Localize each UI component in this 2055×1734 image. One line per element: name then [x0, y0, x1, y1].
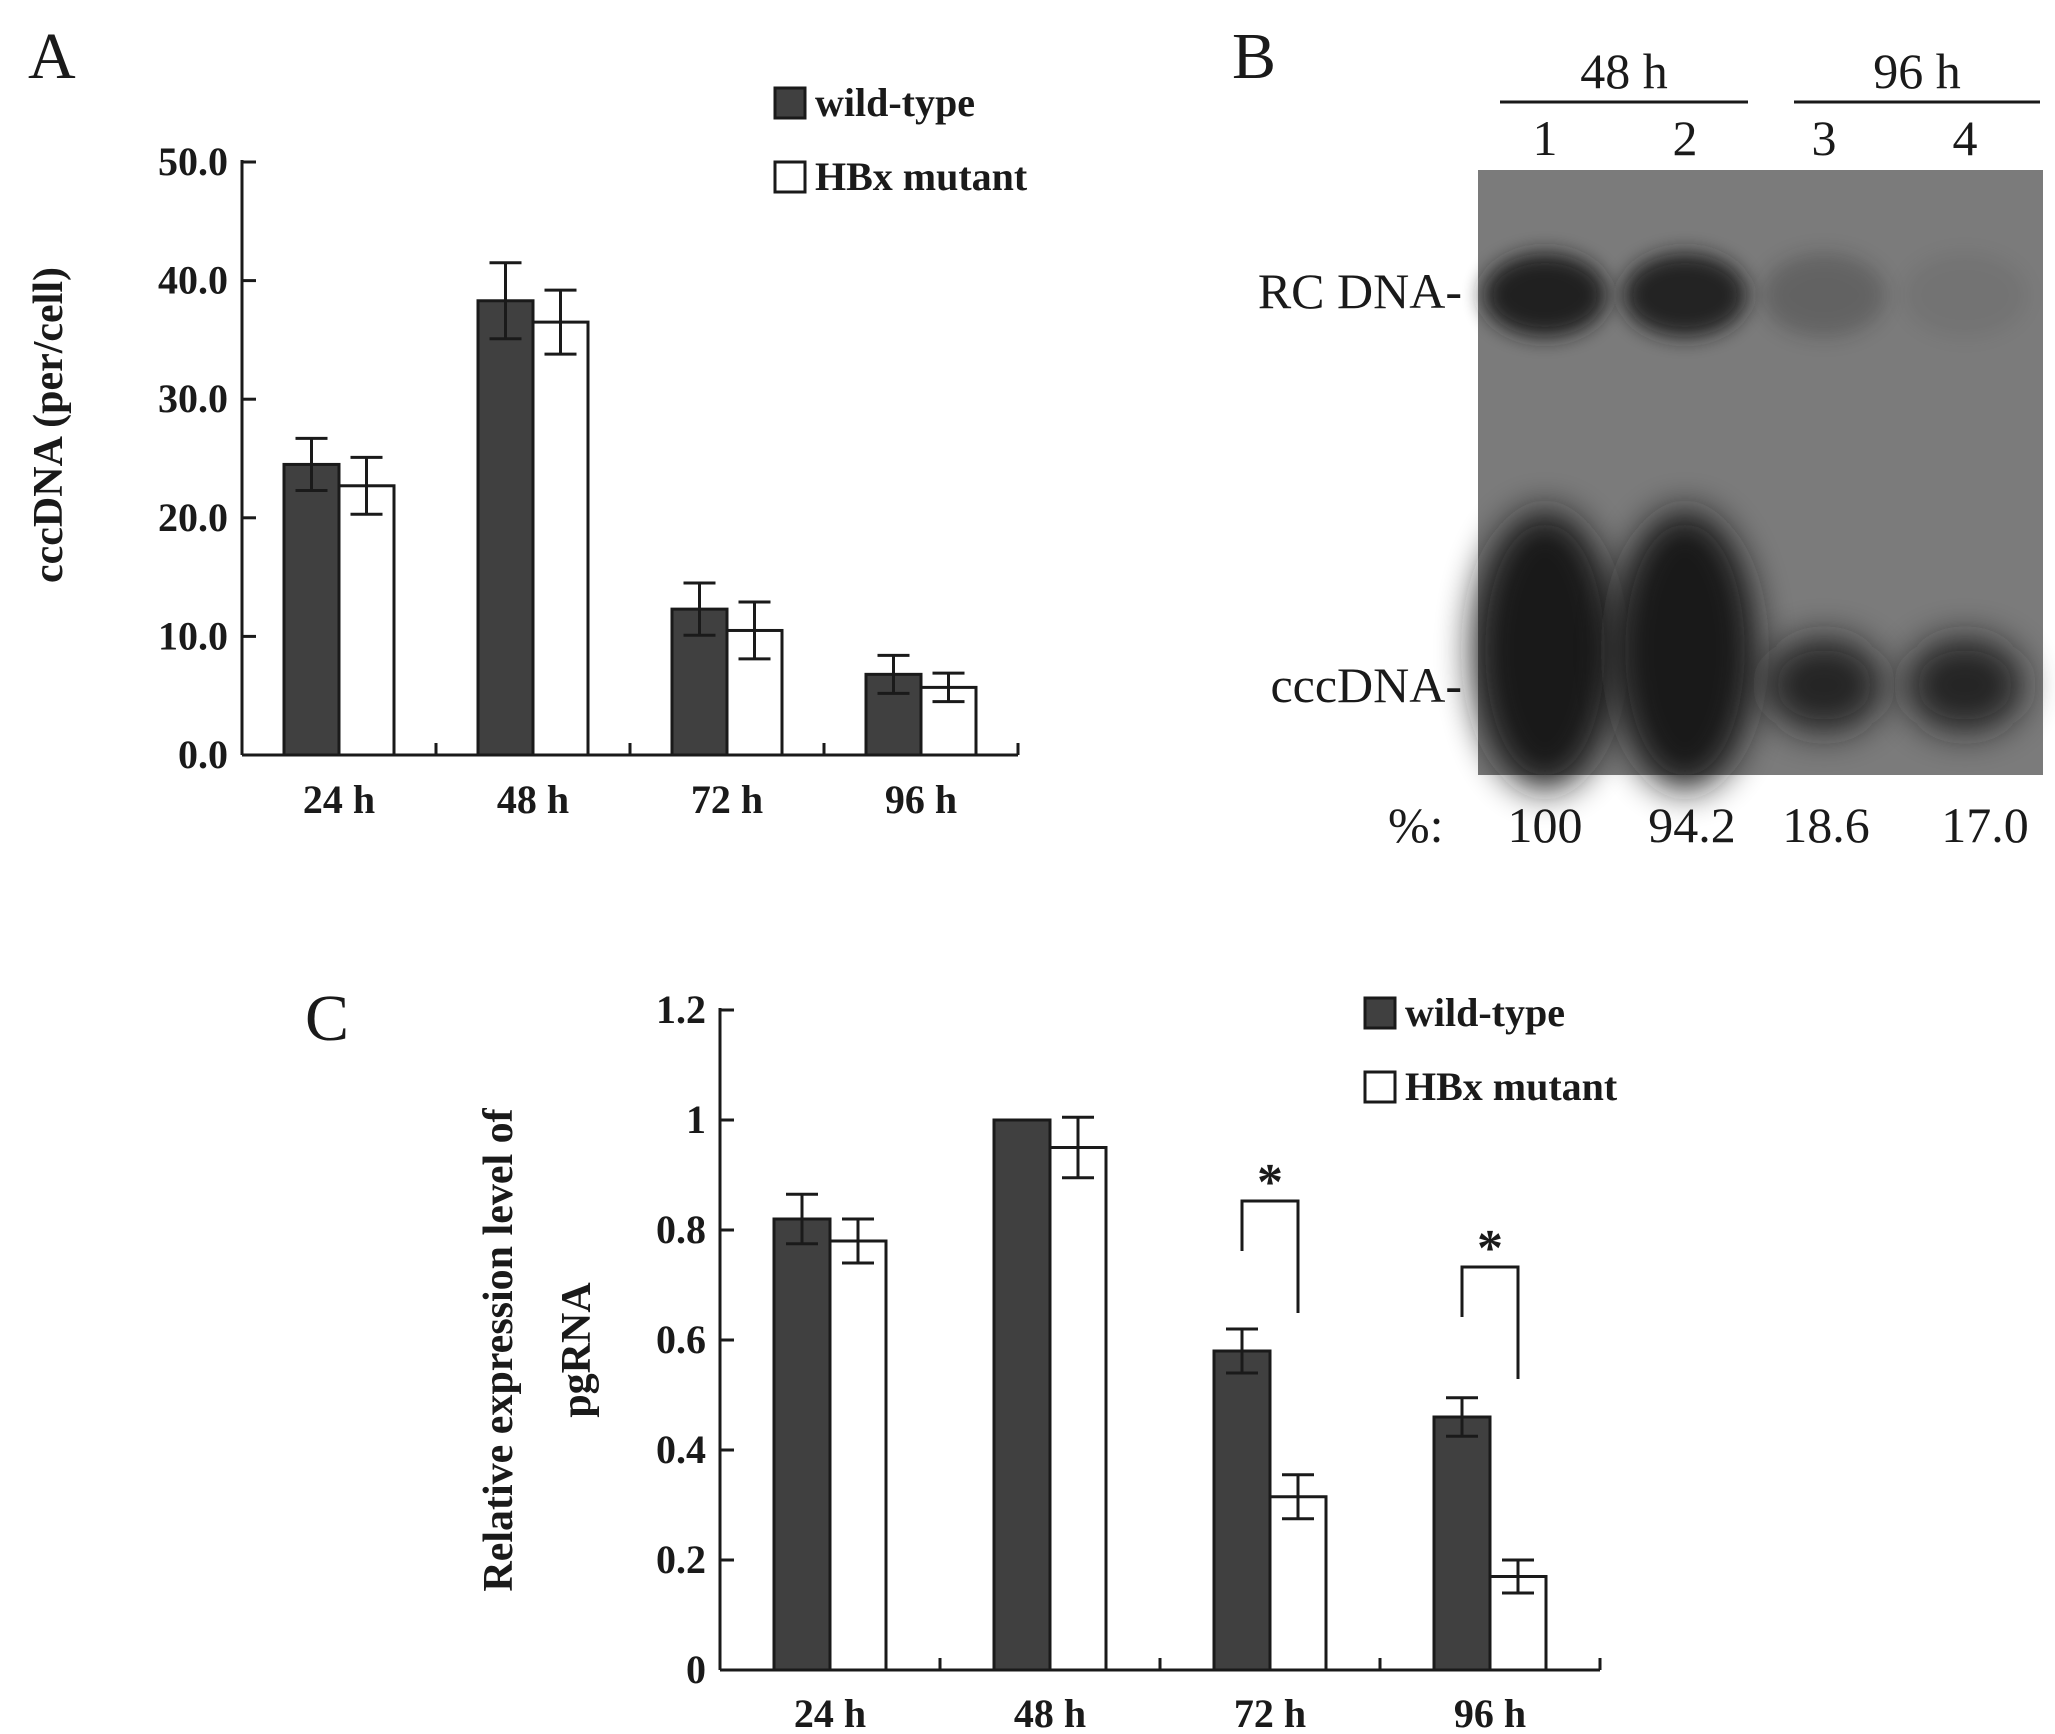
blot-group-label: 96 h: [1873, 43, 1961, 99]
panel-label-b: B: [1232, 20, 1276, 93]
blot-lane-number: 3: [1812, 110, 1837, 166]
chartC-bar-wild-type: [992, 1118, 1052, 1672]
blot-group-label: 48 h: [1580, 43, 1668, 99]
chartC-legend-label-wild-type: wild-type: [1405, 990, 1565, 1035]
percent-lane-3: 18.6: [1782, 797, 1870, 853]
chartA-x-tick-label: 96 h: [885, 777, 957, 822]
chart-a-legend: wild-type HBx mutant: [773, 80, 1028, 199]
chartC-legend-swatch-hbx-mutant: [1363, 1070, 1397, 1104]
chartA-x-tick-label: 72 h: [691, 777, 763, 822]
chartC-bar-hbx-mutant: [828, 1239, 888, 1672]
chartA-bar-wild-type: [476, 299, 535, 757]
percent-label: %:: [1388, 797, 1444, 853]
chartA-legend-label-hbx-mutant: HBx mutant: [815, 154, 1028, 199]
chartC-x-tick-label: 24 h: [794, 1691, 866, 1734]
cccdna-band-lane-3: [1764, 637, 1884, 733]
chartA-y-tick-label: 40.0: [158, 258, 228, 303]
chartC-x-tick-label: 96 h: [1454, 1691, 1526, 1734]
chartA-bar-hbx-mutant: [725, 628, 784, 757]
chart-c-y-axis-label-line-1: Relative expression level of: [476, 1107, 522, 1591]
chartC-y-tick-label: 0.6: [656, 1317, 706, 1362]
blot-panel: 48 h 1 2 96 h 3 4 RC DNA- cccDNA- %: 100 94.2…: [1258, 43, 2043, 853]
rc-dna-band-lane-3: [1762, 253, 1886, 337]
chartA-x-tick-label: 24 h: [303, 777, 375, 822]
chartA-legend-swatch-hbx-mutant: [773, 160, 807, 194]
cccdna-band-lane-4: [1905, 637, 2025, 733]
chartA-legend-label-wild-type: wild-type: [815, 80, 975, 125]
significance-bracket: [1460, 1265, 1520, 1379]
percent-lane-2: 94.2: [1648, 797, 1736, 853]
chartC-bar-wild-type: [1432, 1415, 1492, 1672]
chart-c: 00.20.40.60.811.224 h 48 h 72 h 96 h ** wil…: [476, 987, 1618, 1734]
chart-c-significance: **: [1240, 1154, 1520, 1379]
band-label-cccdna: cccDNA-: [1270, 657, 1462, 713]
chart-a-y-axis-label: cccDNA (per/cell): [26, 267, 72, 583]
chartA-y-tick-label: 30.0: [158, 376, 228, 421]
chartC-y-tick-label: 1: [686, 1097, 706, 1142]
chart-c-y-axis-label-line-2: pgRNA: [554, 1282, 600, 1418]
chart-a-bars: [282, 261, 978, 757]
chartC-legend-swatch-wild-type: [1363, 996, 1397, 1030]
band-label-rc-dna: RC DNA-: [1258, 263, 1462, 319]
chartC-y-tick-label: 1.2: [656, 987, 706, 1032]
chartC-y-tick-label: 0: [686, 1647, 706, 1692]
significance-star: *: [1257, 1154, 1283, 1211]
chartC-x-tick-label: 48 h: [1014, 1691, 1086, 1734]
rc-dna-band-lane-4: [1903, 253, 2027, 337]
significance-bracket: [1240, 1199, 1300, 1313]
chartC-bar-hbx-mutant: [1048, 1146, 1108, 1672]
chartC-bar-wild-type: [772, 1217, 832, 1672]
rc-dna-band-lane-2: [1623, 253, 1747, 337]
chartA-y-tick-label: 10.0: [158, 613, 228, 658]
chartA-legend-swatch-wild-type: [773, 86, 807, 120]
chartC-bar-hbx-mutant: [1268, 1495, 1328, 1672]
blot-lane-number: 2: [1673, 110, 1698, 166]
chartC-x-tick-label: 72 h: [1234, 1691, 1306, 1734]
percent-lane-4: 17.0: [1941, 797, 2029, 853]
cccdna-band-lane-1: [1473, 510, 1617, 790]
chartC-legend-label-hbx-mutant: HBx mutant: [1405, 1064, 1618, 1109]
blot-bands: [1473, 253, 2027, 790]
chart-c-bars: [772, 1115, 1548, 1672]
blot-lane-number: 4: [1953, 110, 1978, 166]
blot-lane-number: 1: [1533, 110, 1558, 166]
panel-label-a: A: [28, 20, 76, 93]
chartA-bar-hbx-mutant: [531, 320, 590, 757]
blot-header: 48 h 1 2 96 h 3 4: [1500, 43, 2040, 166]
chartC-y-tick-label: 0.8: [656, 1207, 706, 1252]
rc-dna-band-lane-1: [1483, 253, 1607, 337]
chart-a-axes: 0.0 10.0 20.0 30.0 40.0 50.0 24 h 48 h 72 h 96 h: [158, 139, 1020, 822]
cccdna-band-lane-2: [1613, 510, 1757, 790]
chartC-bar-wild-type: [1212, 1349, 1272, 1672]
chart-c-legend: wild-type HBx mutant: [1363, 990, 1618, 1109]
chartC-y-tick-label: 0.4: [656, 1427, 706, 1472]
chartA-y-tick-label: 0.0: [178, 732, 228, 777]
chartA-bar-wild-type: [282, 462, 341, 757]
significance-star: *: [1477, 1220, 1503, 1277]
panel-label-c: C: [305, 982, 349, 1055]
percent-lane-1: 100: [1508, 797, 1583, 853]
chartA-bar-hbx-mutant: [337, 484, 396, 757]
chartA-y-tick-label: 20.0: [158, 495, 228, 540]
chart-a: 0.010.020.030.040.050.024 h 48 h 72 h 96 h …: [26, 80, 1028, 822]
chartA-x-tick-label: 48 h: [497, 777, 569, 822]
chartC-y-tick-label: 0.2: [656, 1537, 706, 1582]
chartA-y-tick-label: 50.0: [158, 139, 228, 184]
